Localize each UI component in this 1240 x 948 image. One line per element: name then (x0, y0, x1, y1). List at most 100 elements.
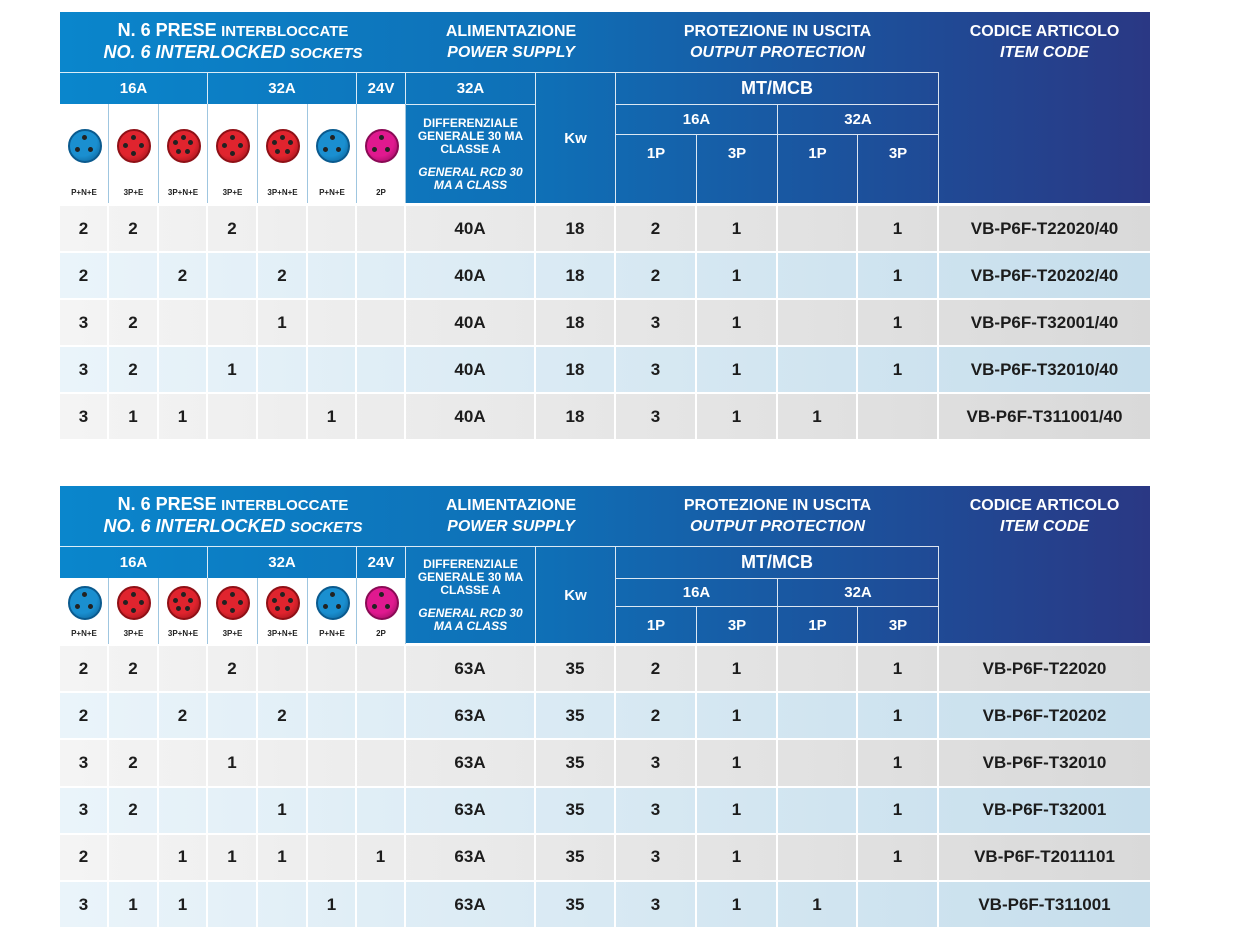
code-heading-en: ITEM CODE (1000, 44, 1089, 61)
cell (258, 740, 308, 786)
supply-heading: ALIMENTAZIONE POWER SUPPLY (406, 486, 616, 546)
cell: 2 (109, 206, 159, 251)
cell: VB-P6F-T22020/40 (970, 218, 1119, 238)
supply-heading: ALIMENTAZIONE POWER SUPPLY (406, 12, 616, 72)
cell: 35 (536, 693, 616, 739)
socket-pin (131, 608, 136, 613)
socket-pin (385, 146, 391, 152)
socket-label: 3P+N+E (267, 188, 298, 197)
socket-icon (117, 586, 151, 620)
cell: 3 (616, 347, 697, 392)
cell: 3 (616, 882, 697, 928)
socket-pin (123, 600, 128, 605)
cell: VB-P6F-T32001/40 (970, 312, 1119, 332)
mcb-group: 16A (616, 578, 778, 606)
socket-pin (322, 604, 328, 609)
cell (308, 834, 357, 880)
cell: 1 (208, 834, 258, 880)
cell (357, 646, 406, 692)
cell: 1 (858, 787, 939, 833)
cell: 3 (60, 882, 109, 928)
socket-icon (117, 128, 151, 163)
cell (258, 646, 308, 692)
table-row (60, 253, 1150, 298)
cell (778, 253, 858, 298)
socket-pin (175, 148, 181, 154)
rcd-cell: DIFFERENZIALE GENERALE 30 MA CLASSE A GEN… (406, 546, 536, 644)
socket-pin (238, 600, 243, 605)
cell (208, 693, 258, 739)
cell: 1 (109, 394, 159, 439)
cell (208, 253, 258, 298)
socket-label: P+N+E (319, 629, 345, 638)
cell (357, 253, 406, 298)
socket-group: 16A (60, 546, 208, 578)
socket-pin (180, 592, 186, 597)
cell (308, 693, 357, 739)
rcd-en: GENERAL RCD 30 MA A CLASS (418, 164, 523, 192)
socket-pin (371, 146, 377, 152)
socket-pin (81, 134, 87, 140)
pole-heading: 3P (697, 134, 778, 203)
cell: 18 (536, 394, 616, 439)
socket-icon (166, 128, 201, 163)
mcb-heading: MT/MCB (616, 546, 939, 578)
cell (308, 300, 357, 345)
cell: 2 (60, 253, 109, 298)
socket-pin (139, 142, 144, 148)
cell (159, 787, 208, 833)
title-line-en: NO. 6 INTERLOCKED SOCKETS (104, 516, 363, 538)
cell (308, 206, 357, 251)
socket-icon (364, 586, 399, 620)
table-row (60, 394, 1150, 439)
socket-pin (329, 134, 335, 140)
cell: VB-P6F-T20202/40 (970, 265, 1119, 285)
socket-pin (88, 146, 94, 152)
socket-pin (139, 600, 144, 605)
cell: VB-P6F-T32010 (982, 752, 1107, 772)
cell: 35 (536, 787, 616, 833)
supply-heading-en: POWER SUPPLY (447, 44, 575, 61)
cell: 3 (60, 740, 109, 786)
table-row (60, 646, 1150, 692)
mcb-heading: MT/MCB (616, 72, 939, 104)
cell: 1 (159, 834, 208, 880)
socket-label: 3P+E (123, 629, 144, 638)
socket-pin (230, 150, 235, 156)
socket-label: P+N+E (71, 629, 97, 638)
cell: 2 (159, 693, 208, 739)
socket-pin (222, 142, 227, 148)
socket-pin (185, 148, 191, 154)
cell: 63A (406, 740, 536, 786)
cell: 1 (159, 394, 208, 439)
pole-heading: 3P (858, 606, 939, 644)
cell (308, 787, 357, 833)
socket-icon (364, 128, 399, 163)
cell (778, 787, 858, 833)
cell (208, 787, 258, 833)
protection-heading-it: PROTEZIONE IN USCITA (683, 497, 872, 514)
cell: 1 (778, 882, 858, 928)
cell: 1 (697, 834, 778, 880)
table-row (60, 300, 1150, 345)
cell: 1 (697, 646, 778, 692)
protection-heading-en: OUTPUT PROTECTION (689, 44, 866, 61)
cell: 1 (858, 646, 939, 692)
socket-label: 3P+E (222, 629, 243, 638)
socket-label: P+N+E (71, 188, 97, 197)
cell: 63A (406, 787, 536, 833)
cell (308, 347, 357, 392)
mcb-group: 32A (778, 578, 939, 606)
cell: 18 (536, 347, 616, 392)
socket-icon (67, 128, 102, 163)
cell: 2 (258, 253, 308, 298)
cell: 63A (406, 882, 536, 928)
cell (778, 834, 858, 880)
cell (258, 206, 308, 251)
socket-icon (216, 586, 250, 620)
table-row (60, 834, 1150, 880)
cell: 1 (208, 347, 258, 392)
cell (357, 300, 406, 345)
socket-pin (287, 140, 293, 146)
